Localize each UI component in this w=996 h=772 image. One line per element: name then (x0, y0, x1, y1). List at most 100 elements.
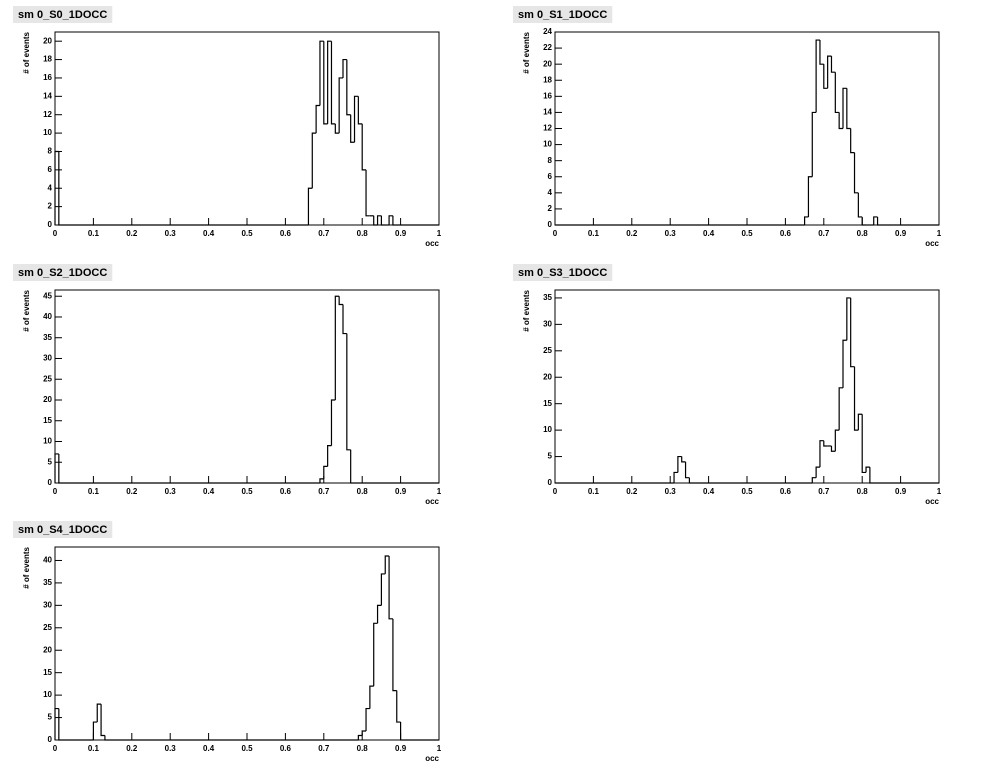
x-tick-label: 1 (437, 229, 442, 238)
histogram-bin (319, 40, 324, 106)
x-tick-label: 0.4 (703, 487, 715, 496)
y-tick-label: 22 (543, 43, 552, 52)
x-axis-label: occ (425, 754, 439, 763)
x-tick-label: 0.6 (280, 487, 292, 496)
histogram-bin (865, 466, 870, 473)
y-tick-label: 15 (43, 668, 52, 677)
x-tick-label: 0.7 (318, 487, 330, 496)
histogram-bin (827, 55, 832, 89)
title-box (513, 264, 613, 281)
histogram-bin (334, 295, 340, 400)
histogram-bin (365, 169, 370, 217)
histogram-bin (346, 59, 351, 116)
histogram-bin (684, 461, 690, 479)
histogram-bin (846, 297, 851, 341)
histogram-bin (58, 453, 320, 484)
histogram-bin (815, 39, 820, 113)
x-axis-label: occ (925, 239, 939, 248)
x-tick-label: 0.1 (588, 229, 600, 238)
histogram-bin (400, 722, 439, 741)
histogram-bin (54, 707, 59, 740)
histogram-bin (338, 77, 343, 134)
histogram-bin (58, 708, 94, 741)
histogram-bin (311, 132, 317, 189)
y-tick-label: 0 (48, 735, 53, 744)
histogram-bin (327, 40, 332, 124)
title-box (13, 521, 113, 538)
y-tick-label: 0 (48, 478, 53, 487)
y-tick-label: 30 (543, 319, 552, 328)
x-tick-label: 0.7 (318, 744, 330, 753)
histogram-bin (834, 429, 840, 452)
x-tick-label: 0 (53, 229, 58, 238)
x-tick-label: 0.1 (88, 744, 100, 753)
y-tick-label: 20 (43, 395, 52, 404)
plot-frame (54, 31, 440, 226)
x-tick-label: 0 (553, 487, 558, 496)
chart-title: sm 0_S4_1DOCC (18, 524, 107, 536)
histogram-bin (92, 721, 98, 740)
y-tick-label: 14 (43, 91, 52, 100)
x-tick-label: 0.3 (165, 487, 177, 496)
histogram-bin (323, 465, 328, 479)
title-box (13, 264, 113, 281)
y-tick-label: 15 (543, 399, 552, 408)
x-tick-label: 0.1 (88, 487, 100, 496)
x-tick-label: 0.4 (703, 229, 715, 238)
title-box (13, 6, 113, 23)
y-tick-label: 10 (43, 690, 52, 699)
x-tick-label: 0.1 (88, 229, 100, 238)
histogram-bin (861, 216, 867, 226)
histogram-bin (850, 128, 855, 154)
x-tick-label: 0.2 (126, 487, 138, 496)
y-tick-label: 30 (43, 600, 52, 609)
y-tick-label: 10 (43, 128, 52, 137)
x-tick-label: 0.1 (588, 487, 600, 496)
y-tick-label: 18 (543, 75, 552, 84)
x-tick-label: 1 (437, 487, 442, 496)
histogram-bin (388, 555, 393, 620)
histogram-bin (823, 440, 828, 447)
histogram-bin (811, 111, 817, 177)
histogram-bin (876, 216, 939, 226)
y-tick-label: 25 (543, 346, 552, 355)
histogram-bin (350, 114, 355, 143)
y-tick-label: 2 (48, 202, 53, 211)
histogram-bin (850, 297, 855, 368)
y-tick-label: 18 (43, 55, 52, 64)
histogram-bin (330, 41, 336, 125)
x-tick-label: 0.8 (357, 229, 369, 238)
y-tick-label: 16 (43, 73, 52, 82)
y-tick-label: 4 (548, 188, 553, 197)
y-axis-label: # of events (522, 289, 531, 331)
x-axis-label: occ (425, 497, 439, 506)
histogram-bin (842, 339, 847, 388)
x-tick-label: 0.8 (857, 487, 869, 496)
histogram-bin (380, 573, 386, 606)
histogram-bin (846, 88, 851, 130)
y-tick-label: 5 (48, 713, 53, 722)
histogram-bin (357, 96, 363, 125)
x-tick-label: 0.6 (780, 487, 792, 496)
histogram-bin (330, 399, 336, 446)
histogram-bin (677, 455, 682, 473)
x-tick-label: 0.2 (126, 229, 138, 238)
y-tick-label: 35 (543, 293, 552, 302)
histogram-bin (346, 333, 351, 451)
y-tick-label: 6 (548, 172, 553, 181)
x-tick-label: 0.8 (357, 744, 369, 753)
histogram-bin (369, 685, 374, 709)
x-tick-label: 0.3 (165, 744, 177, 753)
histogram-bin (869, 467, 939, 484)
chart-title: sm 0_S3_1DOCC (518, 267, 607, 279)
histogram-bin (327, 445, 332, 467)
x-tick-label: 1 (937, 229, 942, 238)
chart-title: sm 0_S2_1DOCC (18, 267, 107, 279)
y-tick-label: 35 (43, 578, 52, 587)
plot-frame (54, 289, 440, 484)
x-tick-label: 0.4 (203, 744, 215, 753)
plot-frame (554, 289, 940, 484)
y-tick-label: 16 (543, 91, 552, 100)
x-axis-label: occ (925, 497, 939, 506)
